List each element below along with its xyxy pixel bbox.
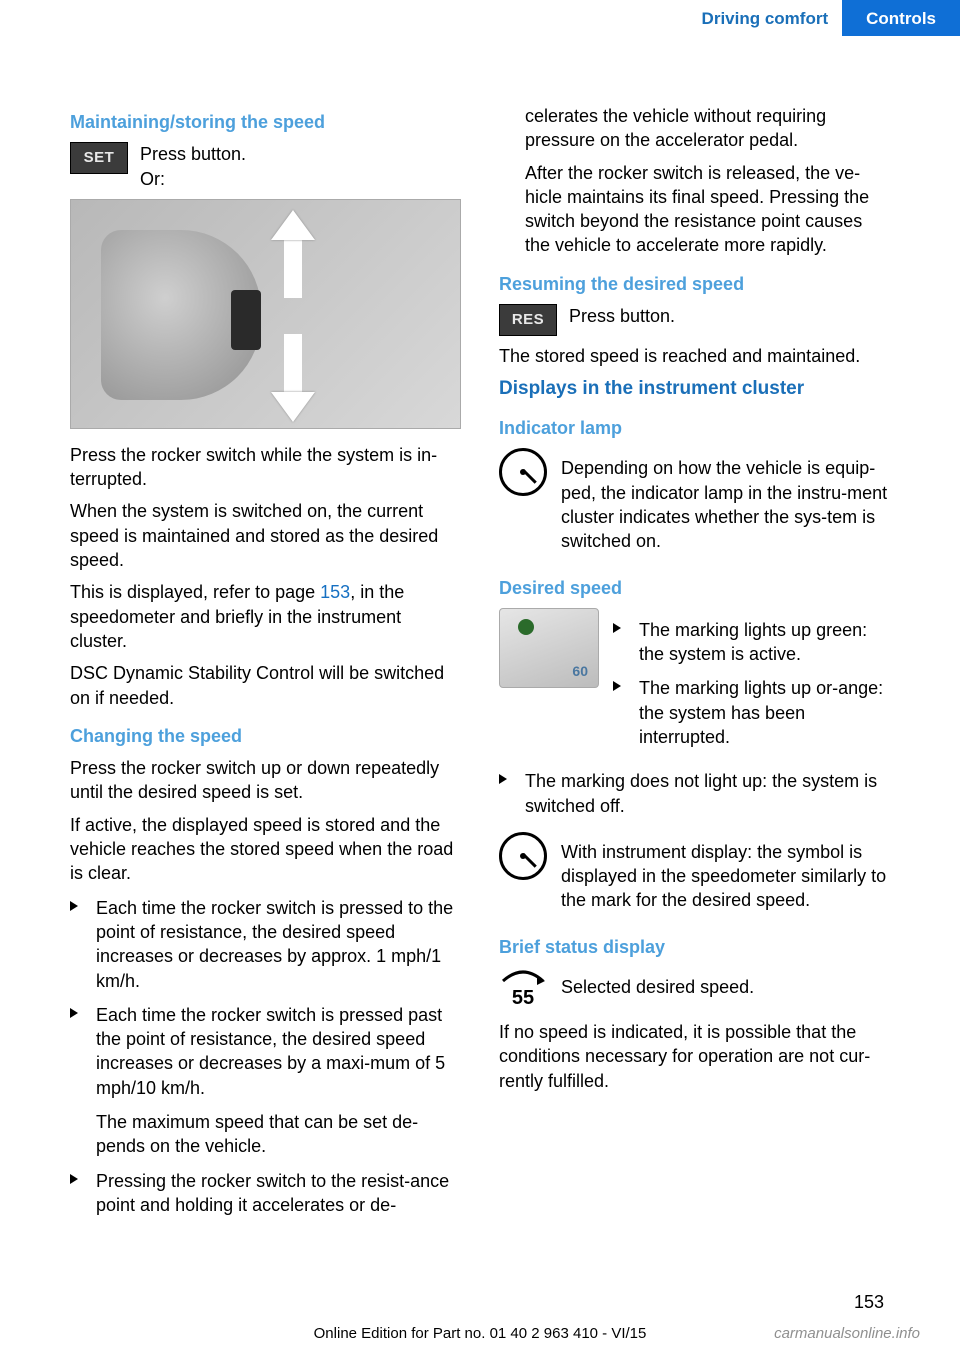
para-displayed-a: This is displayed, refer to page — [70, 582, 320, 602]
or-text: Or: — [140, 167, 246, 191]
desired-block: The marking lights up green: the system … — [499, 608, 890, 759]
para-press-updown: Press the rocker switch up or down repea… — [70, 756, 461, 805]
res-button-icon: RES — [499, 304, 557, 336]
para-instr-display: With instrument display: the symbol is d… — [561, 840, 890, 913]
desired-text: The marking lights up green: the system … — [613, 608, 890, 759]
instr-display-row: With instrument display: the symbol is d… — [499, 832, 890, 921]
list-item: The marking lights up green: the system … — [613, 618, 890, 667]
breadcrumb-section: Driving comfort — [688, 0, 843, 36]
para-if-active: If active, the displayed speed is stored… — [70, 813, 461, 886]
content: Maintaining/storing the speed SET Press … — [0, 36, 960, 1257]
heading-brief: Brief status display — [499, 935, 890, 959]
para-max-speed: The maximum speed that can be set de‐pen… — [96, 1110, 461, 1159]
heading-resuming: Resuming the desired speed — [499, 272, 890, 296]
brief-speed-value: 55 — [499, 985, 547, 1012]
footer-line: Online Edition for Part no. 01 40 2 963 … — [0, 1324, 960, 1344]
para-cont1: celerates the vehicle without requiring … — [499, 104, 890, 153]
para-cont2: After the rocker switch is released, the… — [499, 161, 890, 258]
indicator-row: Depending on how the vehicle is equip‐pe… — [499, 448, 890, 561]
heading-displays: Displays in the instrument cluster — [499, 376, 890, 402]
desired-list: The marking lights up green: the system … — [613, 618, 890, 749]
list-item: Each time the rocker switch is pressed t… — [70, 896, 461, 993]
heading-changing: Changing the speed — [70, 724, 461, 748]
set-button-text: Press button. Or: — [140, 142, 246, 191]
para-press-rocker: Press the rocker switch while the system… — [70, 443, 461, 492]
set-button-row: SET Press button. Or: — [70, 142, 461, 191]
list-item-text: Each time the rocker switch is pressed p… — [96, 1005, 445, 1098]
para-stored-speed: The stored speed is reached and maintain… — [499, 344, 890, 368]
list-item: The marking does not light up: the syste… — [499, 769, 890, 818]
right-column: celerates the vehicle without requiring … — [499, 96, 890, 1227]
list-item: Each time the rocker switch is pressed p… — [70, 1003, 461, 1100]
heading-maintaining: Maintaining/storing the speed — [70, 110, 461, 134]
breadcrumb-chapter: Controls — [842, 0, 960, 36]
set-button-icon: SET — [70, 142, 128, 174]
left-column: Maintaining/storing the speed SET Press … — [70, 96, 461, 1227]
speedometer-thumbnail — [499, 608, 599, 688]
gauge-icon — [499, 448, 547, 496]
changing-list: Each time the rocker switch is pressed t… — [70, 896, 461, 1100]
page-number: 153 — [854, 1290, 884, 1314]
para-displayed: This is displayed, refer to page 153, in… — [70, 580, 461, 653]
para-brief: If no speed is indicated, it is possible… — [499, 1020, 890, 1093]
list-item: The marking lights up or‐ange: the syste… — [613, 676, 890, 749]
brief-row: 55 Selected desired speed. — [499, 967, 890, 1012]
list-item: Pressing the rocker switch to the resist… — [70, 1169, 461, 1218]
header: Driving comfort Controls — [0, 0, 960, 36]
desired-list-2: The marking does not light up: the syste… — [499, 769, 890, 818]
page-link-153[interactable]: 153 — [320, 582, 350, 602]
heading-desired: Desired speed — [499, 576, 890, 600]
para-dsc: DSC Dynamic Stability Control will be sw… — [70, 661, 461, 710]
brief-text: Selected desired speed. — [561, 975, 890, 999]
brief-status-icon: 55 — [499, 967, 547, 1012]
gauge-icon — [499, 832, 547, 880]
heading-indicator: Indicator lamp — [499, 416, 890, 440]
para-indicator: Depending on how the vehicle is equip‐pe… — [561, 456, 890, 553]
press-button-text: Press button. — [140, 142, 246, 166]
rocker-switch-illustration — [70, 199, 461, 429]
res-button-text: Press button. — [569, 304, 675, 328]
res-button-row: RES Press button. — [499, 304, 890, 336]
para-switched-on: When the system is switched on, the curr… — [70, 499, 461, 572]
changing-list-2: Pressing the rocker switch to the resist… — [70, 1169, 461, 1218]
